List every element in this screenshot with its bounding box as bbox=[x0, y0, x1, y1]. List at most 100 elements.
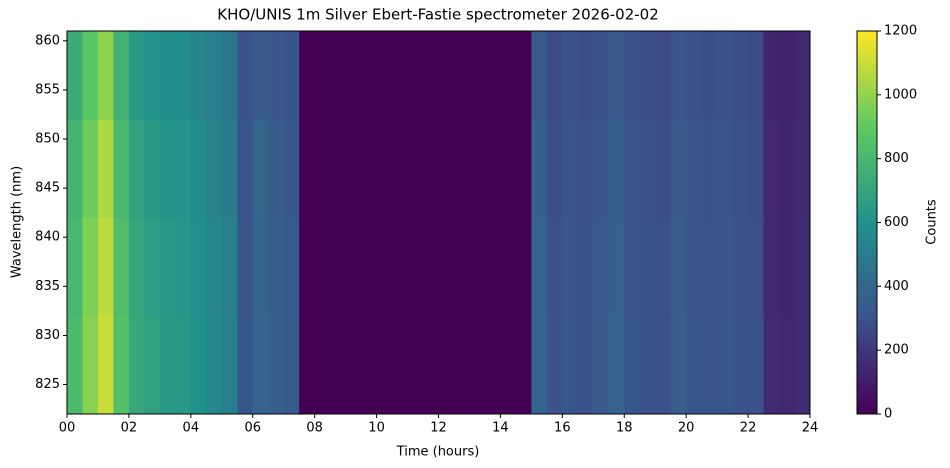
heatmap-cell bbox=[748, 119, 765, 219]
heatmap-cell bbox=[423, 31, 439, 120]
heatmap-cell bbox=[655, 217, 672, 317]
colorbar-label: Counts bbox=[925, 199, 940, 245]
heatmap-cell bbox=[97, 31, 114, 120]
heatmap-cell bbox=[314, 119, 331, 219]
heatmap-cell bbox=[655, 31, 672, 120]
heatmap-cell bbox=[593, 31, 610, 120]
x-axis-label: Time (hours) bbox=[396, 445, 480, 460]
colorbar-tick-label: 600 bbox=[884, 215, 909, 230]
x-tick-label: 10 bbox=[368, 421, 385, 436]
heatmap-cell bbox=[500, 119, 517, 219]
heatmap-cell bbox=[299, 217, 316, 317]
heatmap-cell bbox=[314, 31, 331, 120]
heatmap-cell bbox=[453, 217, 470, 317]
colorbar-tick-label: 1000 bbox=[884, 87, 917, 102]
heatmap-cell bbox=[500, 31, 517, 120]
heatmap-cell bbox=[82, 119, 99, 219]
heatmap-cell bbox=[593, 119, 610, 219]
heatmap-cell bbox=[639, 315, 656, 415]
x-tick-label: 24 bbox=[802, 421, 819, 436]
heatmap-cell bbox=[484, 31, 501, 120]
heatmap-cell bbox=[237, 217, 254, 317]
heatmap-cell bbox=[175, 315, 192, 415]
heatmap-cell bbox=[732, 31, 749, 120]
heatmap-cell bbox=[159, 217, 176, 317]
y-tick-label: 855 bbox=[35, 82, 60, 97]
heatmap-cell bbox=[546, 217, 563, 317]
y-tick-label: 850 bbox=[35, 132, 60, 147]
heatmap-cell bbox=[330, 315, 347, 415]
heatmap-cell bbox=[469, 119, 486, 219]
heatmap-cell bbox=[670, 315, 687, 415]
heatmap-cell bbox=[531, 119, 548, 219]
heatmap-cell bbox=[283, 119, 300, 219]
heatmap-cell bbox=[190, 119, 207, 219]
heatmap-cell bbox=[531, 31, 548, 120]
heatmap-cell bbox=[593, 217, 610, 317]
heatmap-cell bbox=[515, 315, 532, 415]
heatmap-cell bbox=[484, 315, 501, 415]
heatmap-cell bbox=[453, 31, 470, 120]
heatmap-cell bbox=[392, 31, 409, 120]
heatmap-cell bbox=[221, 217, 238, 317]
heatmap-cell bbox=[330, 119, 347, 219]
heatmap-cell bbox=[748, 315, 765, 415]
heatmap-cell bbox=[701, 315, 718, 415]
heatmap-cell bbox=[484, 119, 501, 219]
heatmap-cell bbox=[670, 217, 687, 317]
heatmap-cell bbox=[624, 31, 641, 120]
y-tick-label: 830 bbox=[35, 328, 60, 343]
heatmap-cell bbox=[438, 119, 455, 219]
heatmap-cell bbox=[748, 31, 765, 120]
heatmap-cell bbox=[113, 119, 130, 219]
heatmap-cell bbox=[794, 31, 811, 120]
heatmap-cell bbox=[546, 119, 563, 219]
heatmap-cell bbox=[531, 217, 548, 317]
heatmap-cell bbox=[763, 315, 780, 415]
heatmap-cell bbox=[779, 31, 796, 120]
heatmap-cell bbox=[515, 31, 532, 120]
heatmap-cell bbox=[639, 119, 656, 219]
heatmap-cell bbox=[686, 315, 703, 415]
heatmap-cell bbox=[376, 315, 393, 415]
heatmap-cell bbox=[670, 119, 687, 219]
heatmap-cell bbox=[608, 119, 625, 219]
heatmap-cell bbox=[237, 315, 254, 415]
heatmap-cell bbox=[469, 217, 486, 317]
colorbar-tick-label: 800 bbox=[884, 151, 909, 166]
heatmap-cell bbox=[515, 119, 532, 219]
heatmap-cell bbox=[237, 31, 254, 120]
heatmap-cell bbox=[82, 315, 99, 415]
heatmap-cell bbox=[392, 315, 409, 415]
colorbar-tick-label: 0 bbox=[884, 407, 892, 422]
heatmap-cell bbox=[206, 217, 223, 317]
heatmap-cell bbox=[701, 31, 718, 120]
heatmap-cell bbox=[376, 31, 393, 120]
heatmap-cell bbox=[361, 217, 378, 317]
heatmap-cell bbox=[113, 31, 130, 120]
heatmap-cell bbox=[624, 217, 641, 317]
heatmap-cell bbox=[732, 217, 749, 317]
heatmap-cell bbox=[500, 217, 517, 317]
heatmap-cell bbox=[97, 315, 114, 415]
y-tick-label: 860 bbox=[35, 33, 60, 48]
heatmap-cell bbox=[82, 31, 99, 120]
heatmap-cell bbox=[779, 119, 796, 219]
heatmap-cell bbox=[283, 315, 300, 415]
heatmap-cell bbox=[717, 31, 734, 120]
y-tick-label: 835 bbox=[35, 279, 60, 294]
heatmap-cell bbox=[438, 217, 455, 317]
heatmap-cell bbox=[206, 119, 223, 219]
heatmap-cell bbox=[82, 217, 99, 317]
heatmap-cell bbox=[546, 31, 563, 120]
heatmap-cell bbox=[330, 31, 347, 120]
heatmap-cell bbox=[423, 315, 439, 415]
heatmap-cell bbox=[562, 31, 579, 120]
heatmap-cell bbox=[577, 119, 594, 219]
heatmap-cell bbox=[438, 315, 455, 415]
x-tick-label: 22 bbox=[740, 421, 757, 436]
heatmap-cell bbox=[128, 31, 145, 120]
heatmap-cell bbox=[686, 217, 703, 317]
heatmap-cell bbox=[175, 217, 192, 317]
